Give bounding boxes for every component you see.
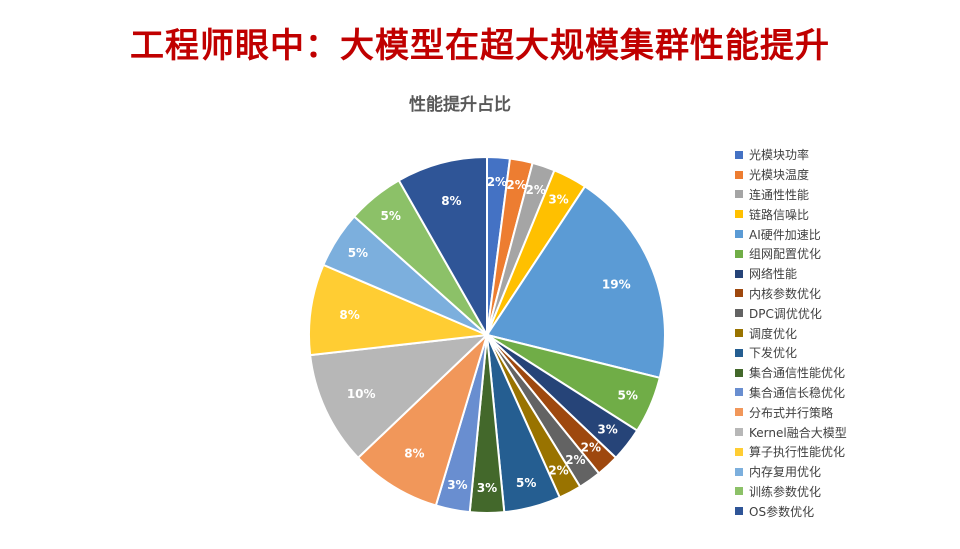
slice-label-9: 2% — [565, 453, 585, 467]
slice-label-13: 3% — [447, 478, 467, 492]
legend-item-6: 组网配置优化 — [735, 244, 955, 264]
legend-swatch — [735, 348, 743, 357]
pie-slice-5 — [485, 185, 666, 380]
slice-label-12: 3% — [477, 481, 497, 495]
pie-slice-14 — [356, 331, 490, 507]
legend-swatch — [735, 447, 743, 456]
legend-item-5: AI硬件加速比 — [735, 224, 955, 244]
chart-legend: 光模块功率光模块温度连通性性能链路信噪比 AI硬件加速比 组网配置优化 网络性能内核参… — [735, 145, 955, 521]
legend-item-4: 链路信噪比 — [735, 204, 955, 224]
page-title: 工程师眼中：大模型在超大规模集群性能提升 — [130, 26, 830, 66]
legend-label: 内存复用优化 — [749, 465, 822, 480]
legend-swatch — [735, 249, 743, 258]
legend-label: AI硬件加速比 — [749, 227, 821, 242]
legend-item-17: 内存复用优化 — [735, 462, 955, 482]
legend-label: 链路信噪比 — [749, 207, 810, 222]
legend-label: 集合通信性能优化 — [749, 366, 846, 381]
slice-label-18: 5% — [381, 209, 401, 223]
legend-label: 网络性能 — [749, 267, 798, 282]
legend-item-19: OS参数优化 — [735, 501, 955, 521]
legend-swatch — [735, 170, 743, 179]
legend-label: 光模块温度 — [749, 168, 810, 183]
legend-item-15: Kernel融合大模型 — [735, 422, 955, 442]
legend-label: 算子执行性能优化 — [749, 445, 846, 460]
legend-swatch — [735, 190, 743, 199]
slice-label-1: 2% — [487, 175, 507, 189]
slice-label-7: 3% — [597, 422, 617, 436]
legend-swatch — [735, 428, 743, 437]
slice-label-16: 8% — [339, 308, 359, 322]
legend-item-10: 调度优化 — [735, 323, 955, 343]
legend-label: Kernel融合大模型 — [749, 425, 847, 440]
legend-swatch — [735, 289, 743, 298]
legend-swatch — [735, 388, 743, 397]
legend-item-18: 训练参数优化 — [735, 482, 955, 502]
legend-label: 训练参数优化 — [749, 484, 822, 499]
legend-swatch — [735, 329, 743, 338]
pie-slice-19 — [397, 155, 488, 339]
legend-item-8: 内核参数优化 — [735, 284, 955, 304]
legend-swatch — [735, 408, 743, 417]
legend-label: OS参数优化 — [749, 504, 815, 519]
legend-label: 调度优化 — [749, 326, 798, 341]
pie-slice-15 — [309, 333, 490, 460]
slice-label-17: 5% — [348, 246, 368, 260]
slice-label-6: 5% — [618, 388, 638, 402]
slice-label-8: 2% — [581, 441, 601, 455]
legend-label: 组网配置优化 — [749, 247, 822, 262]
legend-label: 连通性性能 — [749, 187, 810, 202]
slice-label-11: 5% — [516, 476, 536, 490]
legend-label: DPC调优优化 — [749, 306, 822, 321]
legend-label: 内核参数优化 — [749, 286, 822, 301]
legend-item-11: 下发优化 — [735, 343, 955, 363]
legend-label: 下发优化 — [749, 346, 798, 361]
legend-swatch — [735, 507, 743, 516]
legend-item-1: 光模块功率 — [735, 145, 955, 165]
slice-label-19: 8% — [441, 194, 461, 208]
legend-swatch — [735, 210, 743, 219]
slice-label-5: 19% — [602, 278, 631, 292]
legend-label: 集合通信长稳优化 — [749, 385, 846, 400]
legend-label: 光模块功率 — [749, 148, 810, 163]
legend-item-13: 集合通信长稳优化 — [735, 383, 955, 403]
legend-label: 分布式并行策略 — [749, 405, 834, 420]
slice-label-3: 2% — [526, 183, 546, 197]
legend-swatch — [735, 467, 743, 476]
legend-swatch — [735, 230, 743, 239]
slice-label-14: 8% — [404, 446, 424, 460]
legend-item-14: 分布式并行策略 — [735, 402, 955, 422]
legend-swatch — [735, 269, 743, 278]
slice-label-4: 3% — [548, 193, 568, 207]
legend-item-16: 算子执行性能优化 — [735, 442, 955, 462]
legend-swatch — [735, 150, 743, 159]
legend-swatch — [735, 487, 743, 496]
legend-swatch — [735, 368, 743, 377]
slice-label-2: 2% — [506, 178, 526, 192]
legend-item-9: DPC调优优化 — [735, 303, 955, 323]
legend-item-7: 网络性能 — [735, 264, 955, 284]
legend-item-2: 光模块温度 — [735, 165, 955, 185]
chart-title: 性能提升占比 — [409, 95, 511, 115]
pie-slice-16 — [307, 263, 491, 357]
legend-item-3: 连通性性能 — [735, 185, 955, 205]
legend-swatch — [735, 309, 743, 318]
slice-label-10: 2% — [548, 463, 568, 477]
legend-item-12: 集合通信性能优化 — [735, 363, 955, 383]
slice-label-15: 10% — [347, 387, 376, 401]
